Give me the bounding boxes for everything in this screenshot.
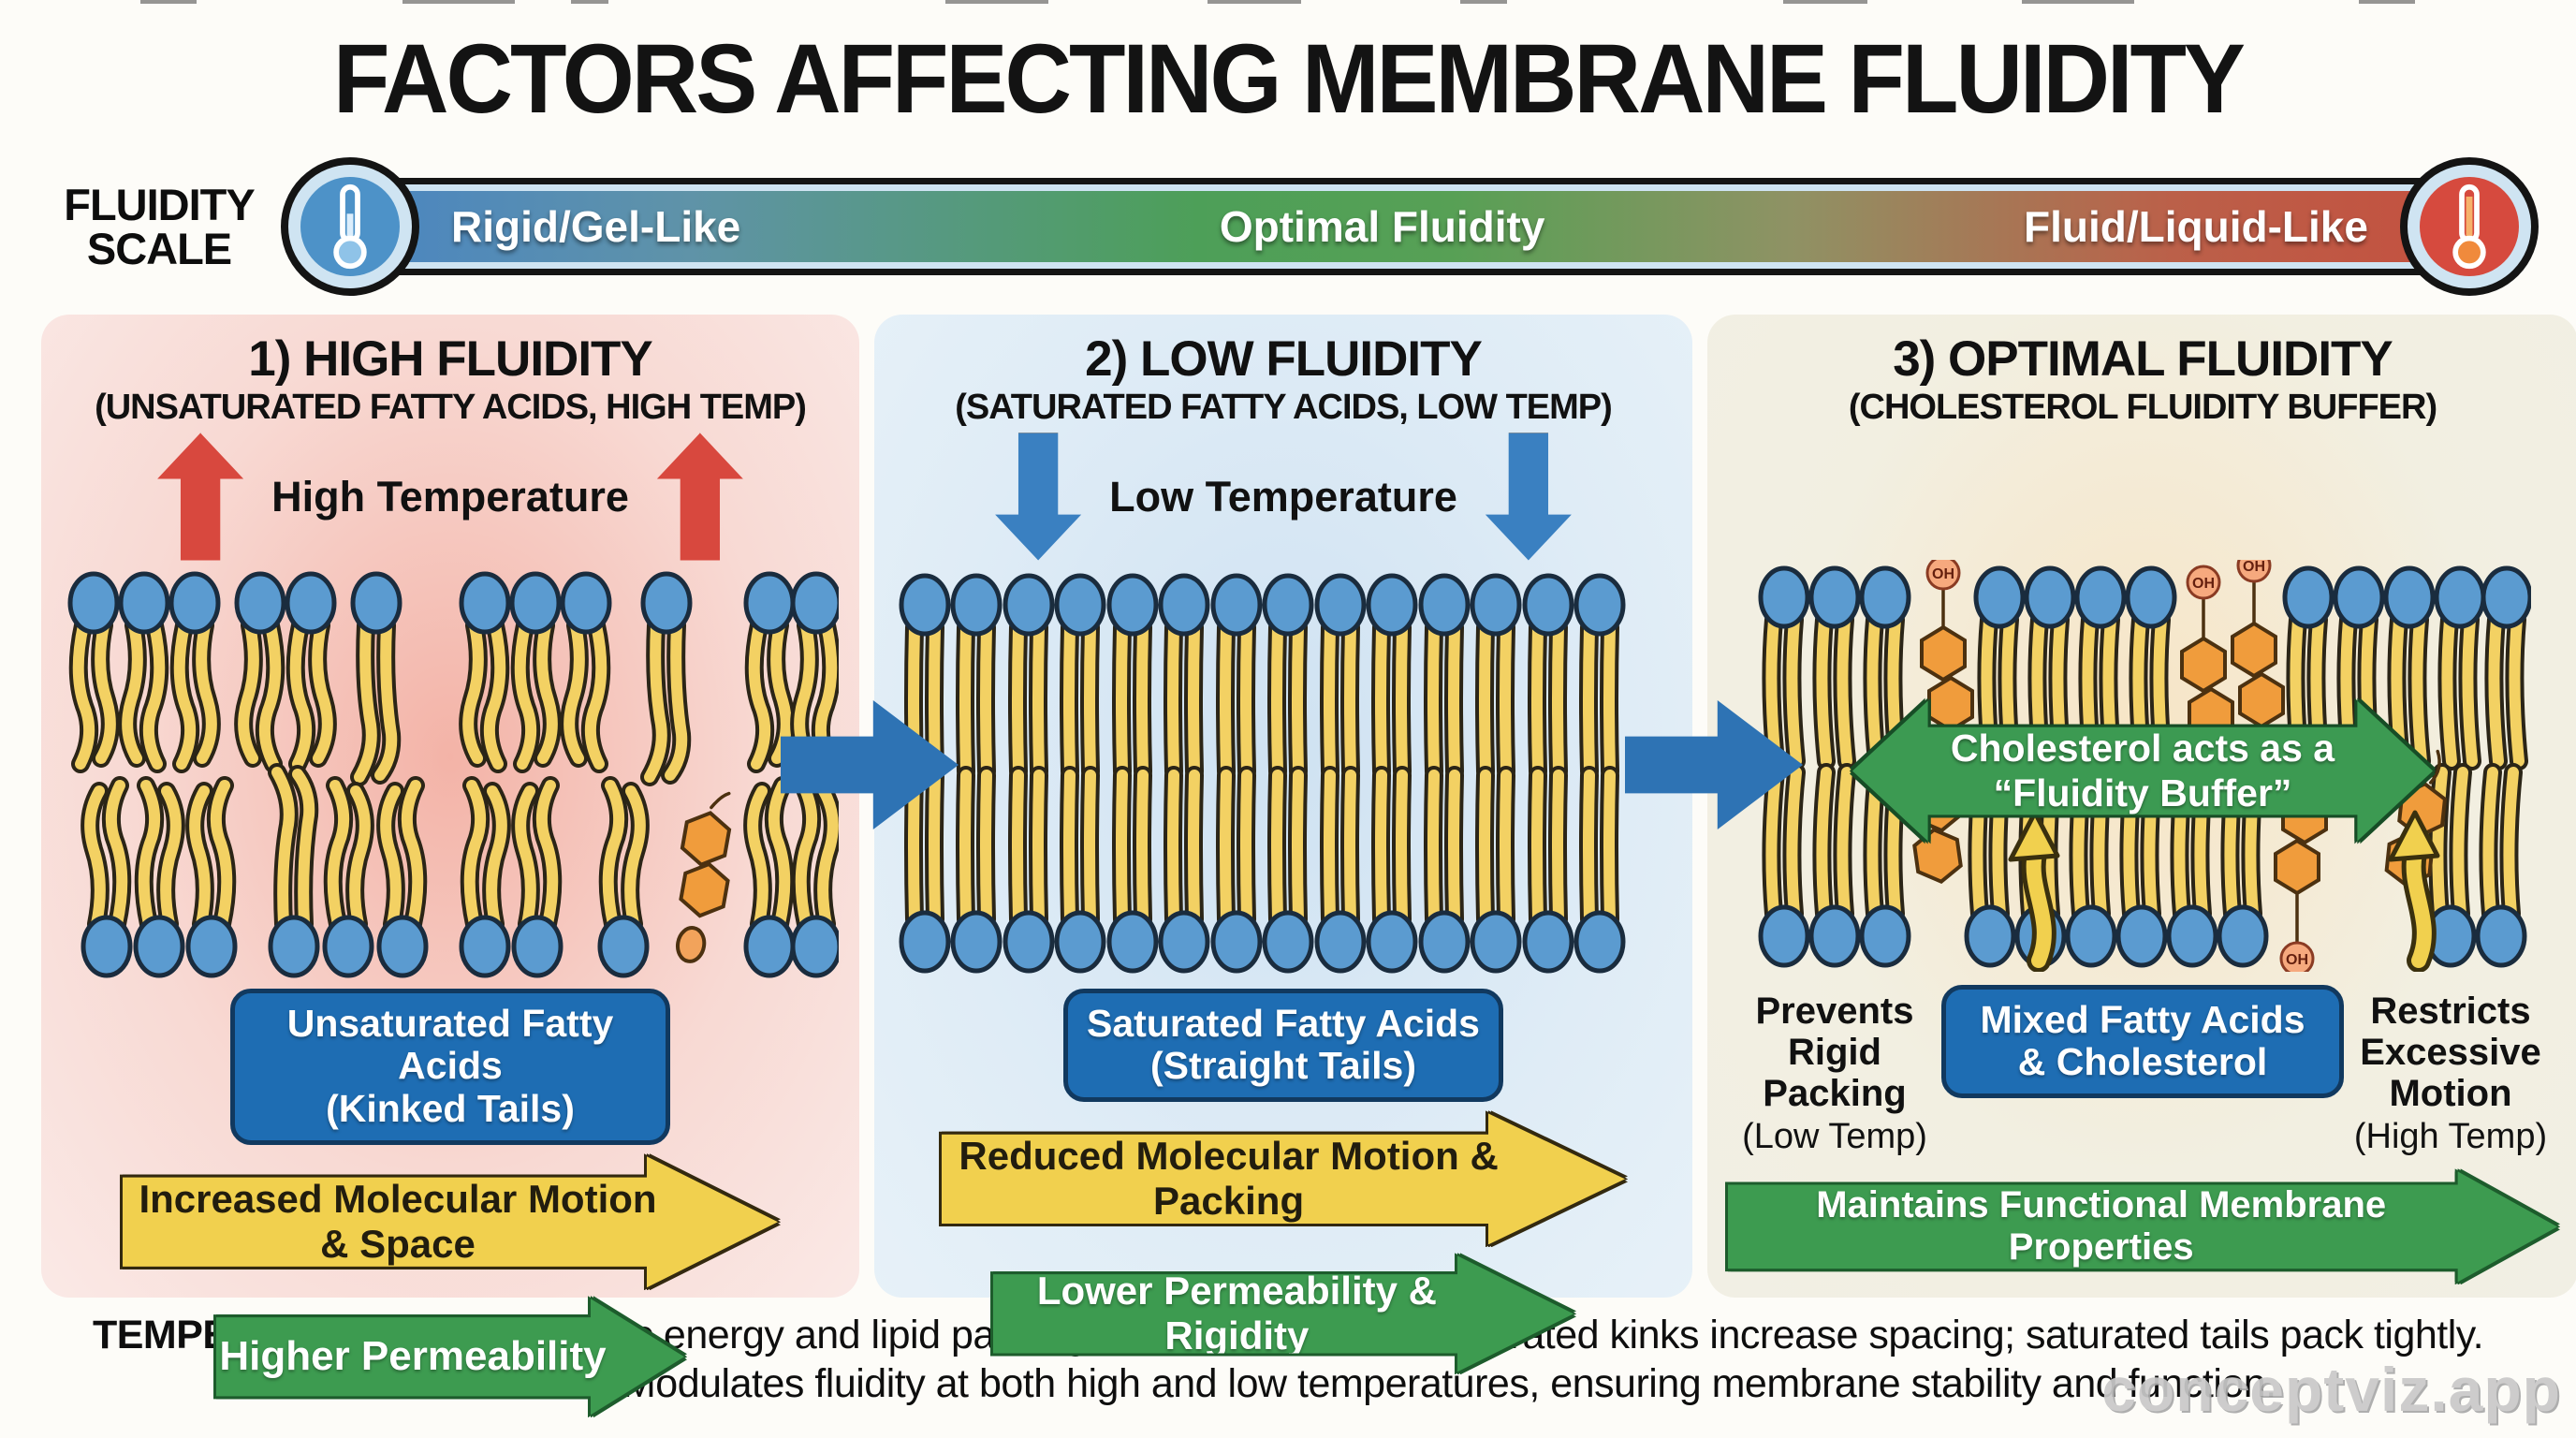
fluidity-scale-label: FLUIDITY SCALE [37, 183, 281, 271]
panel-high-fluidity: 1) HIGH FLUIDITY (UNSATURATED FATTY ACID… [41, 315, 859, 1416]
panel1-motion-arrow-label: Increased Molecular Motion & Space [139, 1177, 657, 1267]
panel3-maintains-arrow-label: Maintains Functional Membrane Properties [1816, 1184, 2387, 1269]
top-edge-marks [0, 0, 2576, 6]
watermark: conceptviz.app [2101, 1355, 2561, 1424]
panel3-left-note: Prevents Rigid Packing (Low Temp) [1728, 990, 1941, 1157]
cold-thermometer-icon [300, 177, 400, 276]
left-note-bold: Prevents Rigid Packing [1755, 990, 1914, 1114]
panel3-subtitle: (CHOLESTEROL FLUIDITY BUFFER) [1848, 387, 2437, 427]
down-arrow-icon [995, 433, 1082, 561]
scale-label-line2: SCALE [86, 224, 232, 273]
panel3-mixed-box: Mixed Fatty Acids & Cholesterol [1941, 984, 2344, 1099]
scale-texts: Rigid/Gel-Like Optimal Fluidity Fluid/Li… [339, 178, 2481, 275]
panel-low-fluidity: 2) LOW FLUIDITY (SATURATED FATTY ACIDS, … [874, 315, 1692, 1372]
panel2-box-line1: Saturated Fatty Acids [1087, 1001, 1480, 1045]
footer-saturation-text: Unsaturated kinks increase spacing; satu… [1373, 1313, 2484, 1357]
cold-thermometer-badge [281, 157, 419, 296]
cholesterol-buffer-arrow: Cholesterol acts as a “Fluidity Buffer” [1852, 698, 2433, 844]
panel2-box-line2: (Straight Tails) [1150, 1044, 1416, 1088]
scale-left-label: Rigid/Gel-Like [451, 202, 741, 251]
scale-label-line1: FLUIDITY [64, 180, 255, 229]
right-note-normal: (High Temp) [2353, 1116, 2548, 1156]
panel1-temp-label: High Temperature [271, 472, 629, 521]
panels-row: 1) HIGH FLUIDITY (UNSATURATED FATTY ACID… [0, 315, 2576, 1416]
panel2-temp-label: Low Temperature [1109, 472, 1457, 521]
panel1-membrane-diagram [62, 567, 839, 979]
panel2-subtitle: (SATURATED FATTY ACIDS, LOW TEMP) [955, 387, 1613, 427]
panel1-box-line1: Unsaturated Fatty Acids [286, 1001, 614, 1088]
panel2-fatty-acid-box: Saturated Fatty Acids (Straight Tails) [1063, 988, 1503, 1103]
panel2-temperature-row: Low Temperature [895, 431, 1672, 564]
panel2-permeability-arrow-label: Lower Permeability & Rigidity [1036, 1269, 1437, 1358]
down-arrow-icon [1485, 433, 1572, 561]
panel3-spacer [1728, 427, 2557, 556]
fluidity-scale: FLUIDITY SCALE Rigid/Gel-Like Optimal Fl… [37, 152, 2539, 301]
oh-group-icon [2186, 565, 2221, 600]
panel3-box-line1: Mixed Fatty Acids [1980, 997, 2305, 1041]
panel2-membrane-diagram [895, 567, 1672, 979]
scale-bar-wrap: Rigid/Gel-Like Optimal Fluidity Fluid/Li… [281, 152, 2539, 301]
scale-bar [339, 178, 2481, 275]
oh-group-icon [1925, 559, 1961, 591]
buffer-arrow-line1: Cholesterol acts as a [1950, 726, 2335, 770]
cholesterol-molecule [661, 785, 745, 967]
hot-thermometer-badge [2400, 157, 2539, 296]
oh-group-icon [2279, 941, 2315, 972]
panel-optimal-fluidity: 3) OPTIMAL FLUIDITY (CHOLESTEROL FLUIDIT… [1707, 315, 2576, 1298]
panel2-permeability-arrow: Lower Permeability & Rigidity [993, 1255, 1573, 1372]
panel1-permeability-arrow: Higher Permeability [216, 1299, 684, 1416]
panel1-box-line2: (Kinked Tails) [326, 1087, 575, 1131]
panel1-title: 1) HIGH FLUIDITY [248, 331, 653, 387]
scale-gradient [352, 191, 2467, 262]
page-title: FACTORS AFFECTING MEMBRANE FLUIDITY [333, 22, 2246, 134]
panel1-temperature-row: High Temperature [62, 431, 839, 564]
panel3-maintains-arrow: Maintains Functional Membrane Properties [1728, 1171, 2557, 1283]
hot-thermometer-icon [2420, 177, 2519, 276]
panel2-motion-arrow-label: Reduced Molecular Motion & Packing [959, 1134, 1499, 1224]
panel1-permeability-arrow-label: Higher Permeability [219, 1333, 607, 1380]
panel2-title: 2) LOW FLUIDITY [1085, 331, 1483, 387]
panel1-fatty-acid-box: Unsaturated Fatty Acids (Kinked Tails) [230, 988, 670, 1146]
panel3-notes-row: Prevents Rigid Packing (Low Temp) Mixed … [1728, 984, 2557, 1157]
scale-center-label: Optimal Fluidity [1219, 202, 1545, 251]
footer-cholesterol-text: Modulates fluidity at both high and low … [611, 1361, 2276, 1407]
panel3-box-line2: & Cholesterol [2017, 1040, 2268, 1084]
left-note-normal: (Low Temp) [1742, 1116, 1927, 1156]
up-arrow-icon [656, 433, 743, 561]
panel1-motion-arrow: Increased Molecular Motion & Space [123, 1156, 778, 1288]
panel3-right-note: Restricts Excessive Motion (High Temp) [2344, 990, 2557, 1157]
panel3-title: 3) OPTIMAL FLUIDITY [1893, 331, 2393, 387]
up-arrow-icon [157, 433, 244, 561]
panel1-subtitle: (UNSATURATED FATTY ACIDS, HIGH TEMP) [95, 387, 807, 427]
right-note-bold: Restricts Excessive Motion [2360, 990, 2541, 1114]
panel3-membrane-diagram: Cholesterol acts as a “Fluidity Buffer” [1728, 559, 2557, 972]
buffer-arrow-line2: “Fluidity Buffer” [1993, 770, 2292, 814]
scale-right-label: Fluid/Liquid-Like [2024, 202, 2368, 251]
oh-group-icon [2236, 559, 2272, 583]
panel2-motion-arrow: Reduced Molecular Motion & Packing [942, 1113, 1625, 1245]
